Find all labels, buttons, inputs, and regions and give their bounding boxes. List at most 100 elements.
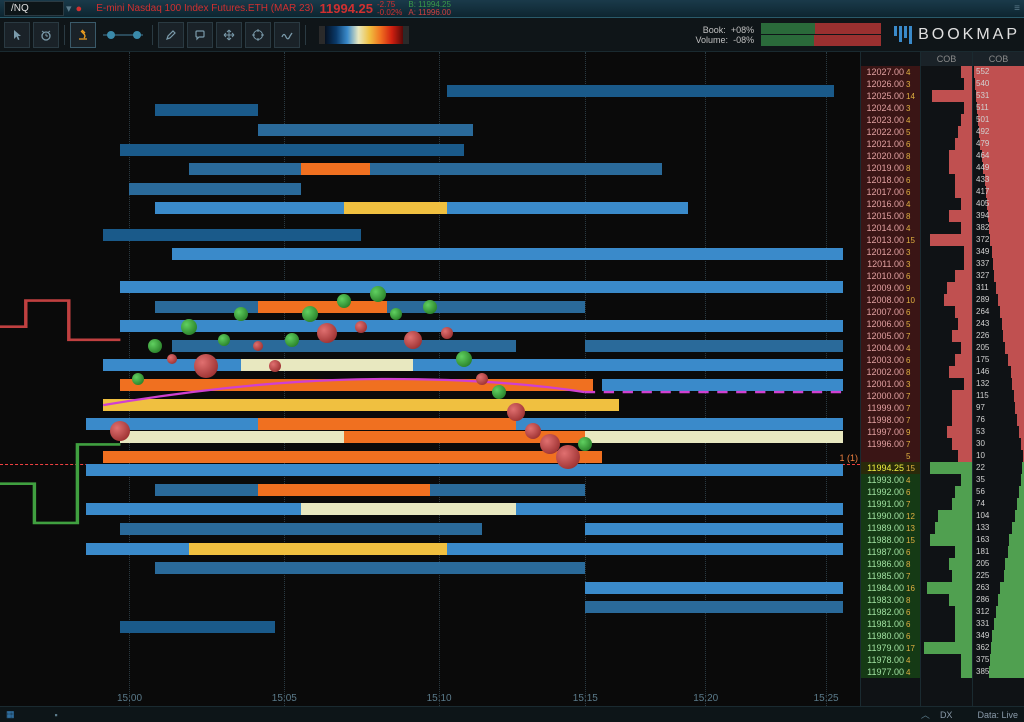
cob-cumulative-bar: 74: [973, 498, 1024, 510]
price-ladder-row[interactable]: 12007.006: [861, 306, 920, 318]
price-ladder-row[interactable]: 11991.007: [861, 498, 920, 510]
price-ladder-row[interactable]: 12012.003: [861, 246, 920, 258]
price-ladder-row[interactable]: 11988.0015: [861, 534, 920, 546]
target-tool-button[interactable]: [245, 22, 271, 48]
cob-bar: [921, 582, 972, 594]
symbol-dropdown-icon[interactable]: ▾: [66, 2, 72, 15]
price-ladder-row[interactable]: 11985.007: [861, 570, 920, 582]
cob-bar: [921, 318, 972, 330]
trade-bubble: [355, 321, 367, 333]
price-ladder-row[interactable]: 12000.007: [861, 390, 920, 402]
menu-icon[interactable]: ≡: [1014, 3, 1020, 14]
cob-column-2: COB 552540531511501492479464449433417405…: [972, 52, 1024, 706]
price-ladder-row[interactable]: 12021.006: [861, 138, 920, 150]
dx-label: DX: [940, 710, 953, 720]
trade-bubble: [337, 294, 351, 308]
price-ladder-row[interactable]: 11983.008: [861, 594, 920, 606]
price-ladder-row[interactable]: 12023.004: [861, 114, 920, 126]
trade-bubble: [390, 308, 402, 320]
price-ladder-row[interactable]: 12001.003: [861, 378, 920, 390]
price-ladder-row[interactable]: 12022.005: [861, 126, 920, 138]
cob-cumulative-bar: 243: [973, 318, 1024, 330]
price-ladder-row[interactable]: 12010.006: [861, 270, 920, 282]
price-ladder-row[interactable]: 12025.0014: [861, 90, 920, 102]
cob-cumulative-bar: 264: [973, 306, 1024, 318]
price-ladder-row[interactable]: 11979.0017: [861, 642, 920, 654]
heatmap-chart[interactable]: 1 (1) 515:0015:0515:1015:1515:2015:25: [0, 52, 860, 706]
price-ladder-row[interactable]: 11981.006: [861, 618, 920, 630]
alarm-tool-button[interactable]: [33, 22, 59, 48]
price-ladder-row[interactable]: 12016.004: [861, 198, 920, 210]
zoom-slider-1[interactable]: [99, 22, 147, 48]
cob-bar: [921, 186, 972, 198]
price-ladder-row[interactable]: 12004.004: [861, 342, 920, 354]
trade-bubble: [507, 403, 525, 421]
price-ladder-row[interactable]: 11997.009: [861, 426, 920, 438]
price-ladder-row[interactable]: 11996.007: [861, 438, 920, 450]
cob-bar: [921, 294, 972, 306]
price-ladder-row[interactable]: 12020.008: [861, 150, 920, 162]
price-ladder-row[interactable]: 11977.004: [861, 666, 920, 678]
price-ladder-row[interactable]: 12027.004: [861, 66, 920, 78]
price-ladder-row[interactable]: 11987.006: [861, 546, 920, 558]
price-ladder-row[interactable]: 12018.006: [861, 174, 920, 186]
expand-up-icon[interactable]: ︿: [921, 710, 930, 720]
cob-bar: [921, 498, 972, 510]
price-ladder-row[interactable]: 12013.0015: [861, 234, 920, 246]
cob-bar: [921, 606, 972, 618]
cob-cumulative-bar: 76: [973, 414, 1024, 426]
trade-bubble: [269, 360, 281, 372]
cob-cumulative-bar: 382: [973, 222, 1024, 234]
price-ladder-row[interactable]: 12017.006: [861, 186, 920, 198]
cob-cumulative-bar: 433: [973, 174, 1024, 186]
price-ladder-row[interactable]: 11993.004: [861, 474, 920, 486]
cob-bar: [921, 210, 972, 222]
price-ladder-row[interactable]: 11980.006: [861, 630, 920, 642]
cob-cumulative-bar: 104: [973, 510, 1024, 522]
price-ladder-row[interactable]: 11989.0013: [861, 522, 920, 534]
price-ladder-row[interactable]: 12024.003: [861, 102, 920, 114]
price-ladder-row[interactable]: 11992.006: [861, 486, 920, 498]
cob-bar: [921, 450, 972, 462]
price-ladder-row[interactable]: 12003.006: [861, 354, 920, 366]
cob-bar: [921, 90, 972, 102]
comment-tool-button[interactable]: [187, 22, 213, 48]
wave-tool-button[interactable]: [274, 22, 300, 48]
price-ladder-row[interactable]: 12015.008: [861, 210, 920, 222]
price-change: -2.75 -0.02%: [377, 1, 402, 17]
price-ladder-row[interactable]: 12005.007: [861, 330, 920, 342]
price-ladder-row[interactable]: 11984.0016: [861, 582, 920, 594]
price-ladder-row[interactable]: 11982.006: [861, 606, 920, 618]
price-ladder-row[interactable]: 11994.2515: [861, 462, 920, 474]
trade-bubble: [476, 373, 488, 385]
price-ladder-row[interactable]: 11978.004: [861, 654, 920, 666]
price-ladder-row[interactable]: 12002.008: [861, 366, 920, 378]
price-ladder-row[interactable]: 5: [861, 450, 920, 462]
main-area: 1 (1) 515:0015:0515:1015:1515:2015:25 12…: [0, 52, 1024, 706]
move-tool-button[interactable]: [216, 22, 242, 48]
pointer-tool-button[interactable]: [4, 22, 30, 48]
price-ladder-row[interactable]: 12019.008: [861, 162, 920, 174]
price-ladder-row[interactable]: 11999.007: [861, 402, 920, 414]
grid-icon[interactable]: ▦: [6, 709, 15, 720]
cob-bar: [921, 150, 972, 162]
cob-cumulative-bar: 327: [973, 270, 1024, 282]
cob-cumulative-bar: 163: [973, 534, 1024, 546]
tab-icon[interactable]: ▪: [55, 710, 58, 720]
microscope-tool-button[interactable]: [70, 22, 96, 48]
pencil-tool-button[interactable]: [158, 22, 184, 48]
price-ladder-row[interactable]: 11986.008: [861, 558, 920, 570]
price-ladder-row[interactable]: 12011.003: [861, 258, 920, 270]
price-ladder[interactable]: 12027.00412026.00312025.001412024.003120…: [860, 52, 920, 706]
price-ladder-row[interactable]: 12009.009: [861, 282, 920, 294]
cob-bar: [921, 234, 972, 246]
cob-cumulative-bar: 464: [973, 150, 1024, 162]
price-ladder-row[interactable]: 12026.003: [861, 78, 920, 90]
cob-bar: [921, 462, 972, 474]
price-ladder-row[interactable]: 11990.0012: [861, 510, 920, 522]
price-ladder-row[interactable]: 12006.005: [861, 318, 920, 330]
symbol-input[interactable]: /NQ: [4, 1, 64, 16]
price-ladder-row[interactable]: 12008.0010: [861, 294, 920, 306]
price-ladder-row[interactable]: 12014.004: [861, 222, 920, 234]
price-ladder-row[interactable]: 11998.007: [861, 414, 920, 426]
